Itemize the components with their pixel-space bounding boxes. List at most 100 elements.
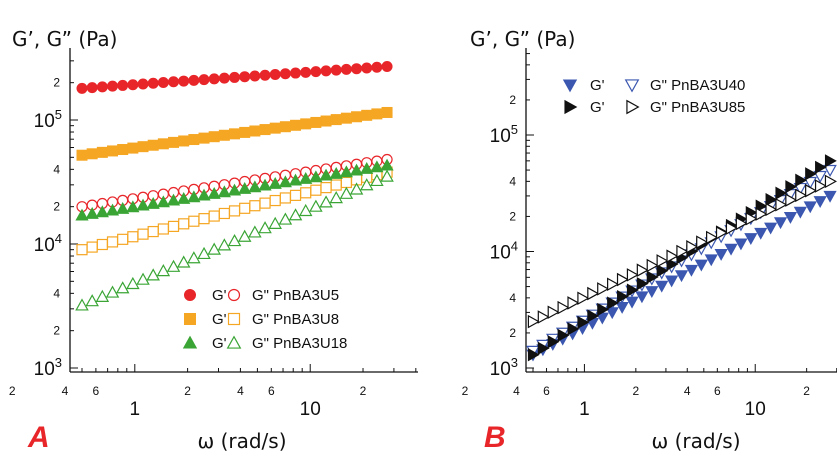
data-point [166, 259, 181, 272]
data-point [381, 61, 393, 73]
panel-a-ylabel: G’, G” (Pa) [12, 27, 117, 51]
data-point [229, 71, 241, 83]
legend-gprime-label: G' [590, 99, 605, 116]
data-point [86, 241, 98, 253]
y-major-tick-label: 103 [34, 355, 62, 380]
data-point [684, 264, 699, 277]
data-point [567, 296, 580, 310]
data-point [636, 263, 649, 277]
data-point [785, 180, 798, 194]
data-point [147, 139, 159, 151]
data-point [635, 291, 649, 304]
data-point [371, 108, 383, 120]
x-minor-tick-label: 4 [62, 384, 69, 398]
data-point [166, 193, 181, 206]
data-point [319, 195, 333, 208]
data-point [320, 115, 332, 127]
series-PnBA3U5-gprime [76, 61, 393, 94]
legend-marker-open [227, 312, 241, 326]
x-minor-tick-label: 6 [543, 384, 550, 398]
data-point [330, 179, 342, 191]
data-point [167, 220, 180, 233]
data-point [218, 207, 230, 220]
y-minor-tick-label: 2 [53, 200, 60, 214]
data-point [85, 206, 99, 219]
data-point [238, 181, 252, 194]
data-point [676, 244, 689, 259]
data-point [249, 125, 261, 137]
panel-a-label: A [27, 421, 50, 454]
data-point [208, 73, 220, 85]
data-point [259, 69, 271, 81]
data-point [136, 272, 150, 285]
panel-b-ylabel: G’, G” (Pa) [470, 27, 575, 51]
data-point [178, 135, 190, 147]
data-point [229, 128, 241, 140]
data-point [724, 243, 738, 256]
data-point [815, 160, 827, 174]
data-point [577, 315, 590, 330]
data-point [127, 79, 139, 91]
data-point [309, 170, 323, 183]
data-point [813, 196, 827, 208]
data-point [259, 124, 271, 136]
data-point [96, 146, 108, 158]
legend-gdoubleprime-label: G" PnBA3U8 [252, 311, 339, 328]
data-point [646, 270, 659, 284]
data-point [269, 122, 281, 134]
data-point [537, 310, 550, 324]
legend-gprime-label: G' [212, 335, 227, 352]
data-point [115, 281, 130, 294]
data-point [239, 71, 251, 83]
data-point [616, 272, 630, 287]
data-point [626, 283, 639, 297]
data-point [208, 131, 220, 143]
data-point [823, 190, 837, 203]
y-minor-tick-label: 2 [509, 209, 516, 223]
data-point [217, 185, 231, 198]
panel-a-legend: G' G" PnBA3U5 G' G" PnBA3U8 G' G" PnBA3U18 [182, 287, 347, 352]
x-minor-tick-label: 6 [93, 384, 100, 398]
data-point [299, 171, 313, 184]
data-point [361, 62, 373, 74]
legend-marker-filled [562, 79, 578, 93]
legend-gprime-label: G' [590, 77, 605, 94]
data-point [218, 129, 230, 141]
data-point [178, 75, 190, 87]
data-point [85, 294, 99, 307]
data-point [127, 231, 139, 243]
y-minor-tick-label: 2 [509, 93, 516, 107]
legend-gdoubleprime-label: G" PnBA3U85 [650, 99, 745, 116]
data-point [290, 119, 302, 131]
data-point [279, 121, 291, 133]
data-point [597, 282, 610, 296]
data-point [259, 197, 271, 209]
data-point [188, 215, 200, 227]
data-point [106, 236, 119, 248]
series-PnBA3U85-gprime [527, 154, 837, 362]
data-point [208, 210, 220, 222]
y-minor-tick-label: 2 [53, 76, 60, 90]
data-point [75, 208, 89, 221]
data-point [105, 285, 120, 298]
y-major-tick-label: 105 [34, 107, 62, 132]
data-point [339, 165, 353, 178]
data-point [198, 74, 210, 86]
legend-gdoubleprime-label: G" PnBA3U40 [650, 77, 745, 94]
data-point [646, 258, 659, 273]
data-point [95, 205, 109, 218]
y-major-tick-label: 104 [34, 231, 62, 256]
panel-b-points [526, 154, 837, 362]
x-major-tick-label: 1 [579, 399, 590, 420]
data-point [765, 193, 778, 207]
x-minor-tick-label: 4 [513, 384, 520, 398]
panel-a-points [75, 61, 394, 311]
data-point [75, 298, 89, 311]
data-point [310, 66, 322, 78]
data-point [686, 240, 699, 254]
panel-a-ticks: 103 104 105 2 4 2 4 2 1 10 2 4 6 2 4 6 2 [9, 60, 417, 420]
data-point [775, 186, 788, 200]
y-minor-tick-label: 2 [53, 324, 60, 338]
data-point [127, 142, 139, 154]
legend-marker-filled [564, 99, 578, 115]
